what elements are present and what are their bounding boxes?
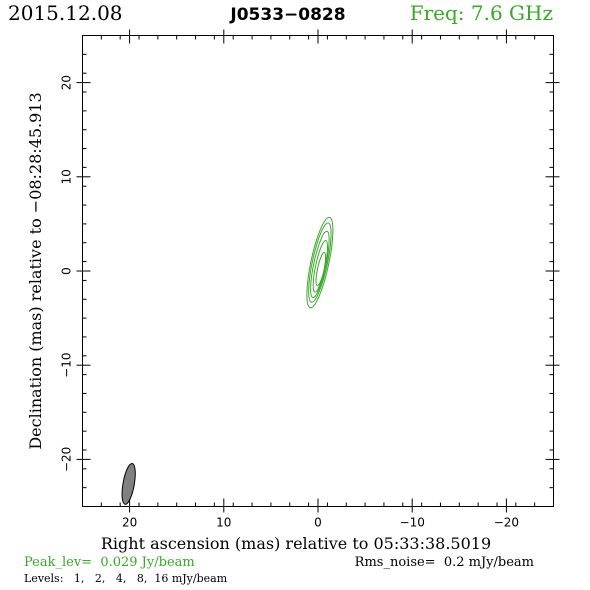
contour-level-4 — [310, 230, 330, 299]
y-tick-label: 10 — [60, 169, 74, 184]
contour-levels: Levels: 1, 2, 4, 8, 16 mJy/beam — [24, 572, 228, 585]
y-tick-label: 0 — [60, 267, 74, 275]
contour-group — [306, 216, 334, 309]
y-tick-label: −10 — [60, 353, 74, 378]
x-tick-label: 10 — [216, 516, 231, 530]
axis-ticks — [76, 29, 560, 513]
observation-date: 2015.12.08 — [8, 1, 123, 25]
x-tick-label: 0 — [314, 516, 322, 530]
x-tick-label: 20 — [122, 516, 137, 530]
frequency-label: Freq: 7.6 GHz — [410, 1, 553, 25]
peak-level: Peak_lev= 0.029 Jy/beam — [24, 555, 195, 570]
plot-frame — [82, 35, 554, 507]
x-tick-label: −10 — [400, 516, 425, 530]
x-tick-label: −20 — [494, 516, 519, 530]
beam-ellipse-group — [121, 462, 136, 505]
x-axis-label: Right ascension (mas) relative to 05:33:… — [101, 534, 491, 553]
source-name: J0533−0828 — [229, 5, 345, 25]
y-axis-label: Declination (mas) relative to −08:28:45.… — [26, 92, 45, 449]
contour-level-1 — [306, 216, 334, 309]
rms-noise: Rms_noise= 0.2 mJy/beam — [355, 555, 534, 570]
beam-ellipse — [121, 462, 136, 505]
contour-level-2 — [308, 222, 332, 303]
y-tick-label: −20 — [60, 447, 74, 472]
contour-level-16 — [315, 252, 327, 287]
tick-labels: 20 10 0 −10 −20 20 10 0 −10 −20 — [60, 75, 520, 530]
y-tick-label: 20 — [60, 75, 74, 90]
